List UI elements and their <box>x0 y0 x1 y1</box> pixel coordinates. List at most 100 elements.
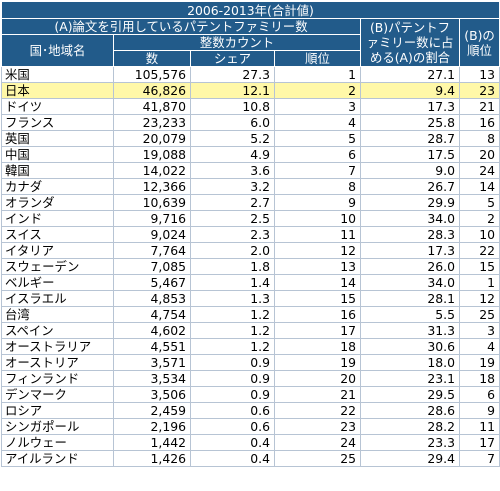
cell-rank: 17 <box>274 322 361 339</box>
cell-rank-b: 22 <box>459 242 500 259</box>
cell-share: 6.0 <box>190 114 275 131</box>
cell-rank-b: 15 <box>459 258 500 275</box>
cell-rank-b: 19 <box>459 354 500 371</box>
cell-ratio: 26.0 <box>360 258 460 275</box>
cell-rank: 23 <box>274 418 361 435</box>
table-row: 英国 20,079 5.2 5 28.7 8 <box>1 130 500 147</box>
cell-count: 12,366 <box>113 178 191 195</box>
cell-ratio: 23.3 <box>360 434 460 451</box>
cell-rank: 12 <box>274 242 361 259</box>
cell-ratio: 34.0 <box>360 274 460 291</box>
cell-rank-b: 18 <box>459 370 500 387</box>
cell-rank: 7 <box>274 162 361 179</box>
cell-share: 0.9 <box>190 354 275 371</box>
cell-ratio: 29.4 <box>360 450 460 467</box>
cell-share: 0.6 <box>190 418 275 435</box>
table-row: 米国 105,576 27.3 1 27.1 13 <box>1 66 500 83</box>
cell-rank-b: 3 <box>459 322 500 339</box>
cell-country: 韓国 <box>1 162 114 179</box>
cell-country: デンマーク <box>1 386 114 403</box>
cell-ratio: 28.6 <box>360 402 460 419</box>
cell-country: スウェーデン <box>1 258 114 275</box>
table-row: フィンランド 3,534 0.9 20 23.1 18 <box>1 370 500 387</box>
cell-rank-b: 1 <box>459 274 500 291</box>
cell-ratio: 26.7 <box>360 178 460 195</box>
table-row: 韓国 14,022 3.6 7 9.0 24 <box>1 162 500 179</box>
cell-rank: 3 <box>274 98 361 115</box>
table-row: ロシア 2,459 0.6 22 28.6 9 <box>1 402 500 419</box>
table-row: 日本 46,826 12.1 2 9.4 23 <box>1 82 500 99</box>
cell-rank: 13 <box>274 258 361 275</box>
cell-country: 中国 <box>1 146 114 163</box>
cell-country: シンガポール <box>1 418 114 435</box>
cell-country: スイス <box>1 226 114 243</box>
cell-share: 12.1 <box>190 82 275 99</box>
cell-count: 3,534 <box>113 370 191 387</box>
cell-count: 46,826 <box>113 82 191 99</box>
cell-rank-b: 24 <box>459 162 500 179</box>
cell-count: 2,196 <box>113 418 191 435</box>
table-row: デンマーク 3,506 0.9 21 29.5 6 <box>1 386 500 403</box>
cell-country: オランダ <box>1 194 114 211</box>
cell-rank: 1 <box>274 66 361 83</box>
cell-rank: 20 <box>274 370 361 387</box>
cell-ratio: 18.0 <box>360 354 460 371</box>
cell-country: ドイツ <box>1 98 114 115</box>
cell-country: インド <box>1 210 114 227</box>
cell-rank-b: 21 <box>459 98 500 115</box>
cell-rank: 4 <box>274 114 361 131</box>
cell-share: 0.4 <box>190 450 275 467</box>
cell-count: 2,459 <box>113 402 191 419</box>
cell-share: 2.7 <box>190 194 275 211</box>
cell-count: 5,467 <box>113 274 191 291</box>
cell-count: 10,639 <box>113 194 191 211</box>
table-row: イスラエル 4,853 1.3 15 28.1 12 <box>1 290 500 307</box>
header-integer-count: 整数カウント <box>113 34 361 51</box>
header-count: 数 <box>113 50 191 67</box>
cell-count: 4,853 <box>113 290 191 307</box>
cell-rank: 18 <box>274 338 361 355</box>
table-row: スイス 9,024 2.3 11 28.3 10 <box>1 226 500 243</box>
cell-share: 1.2 <box>190 306 275 323</box>
cell-count: 1,426 <box>113 450 191 467</box>
cell-count: 7,085 <box>113 258 191 275</box>
table-row: ドイツ 41,870 10.8 3 17.3 21 <box>1 98 500 115</box>
cell-rank: 5 <box>274 130 361 147</box>
cell-count: 105,576 <box>113 66 191 83</box>
cell-rank-b: 5 <box>459 194 500 211</box>
cell-ratio: 27.1 <box>360 66 460 83</box>
cell-count: 4,602 <box>113 322 191 339</box>
cell-rank: 15 <box>274 290 361 307</box>
cell-country: ベルギー <box>1 274 114 291</box>
cell-share: 0.9 <box>190 370 275 387</box>
cell-ratio: 29.9 <box>360 194 460 211</box>
cell-rank: 8 <box>274 178 361 195</box>
cell-count: 1,442 <box>113 434 191 451</box>
cell-count: 7,764 <box>113 242 191 259</box>
cell-country: 台湾 <box>1 306 114 323</box>
cell-share: 1.2 <box>190 322 275 339</box>
cell-rank-b: 9 <box>459 402 500 419</box>
cell-rank-b: 13 <box>459 66 500 83</box>
table-row: 中国 19,088 4.9 6 17.5 20 <box>1 146 500 163</box>
cell-country: 日本 <box>1 82 114 99</box>
cell-country: イタリア <box>1 242 114 259</box>
cell-ratio: 28.1 <box>360 290 460 307</box>
cell-ratio: 28.2 <box>360 418 460 435</box>
table-row: オーストリア 3,571 0.9 19 18.0 19 <box>1 354 500 371</box>
cell-count: 3,571 <box>113 354 191 371</box>
cell-ratio: 9.4 <box>360 82 460 99</box>
cell-country: スペイン <box>1 322 114 339</box>
cell-rank: 22 <box>274 402 361 419</box>
cell-rank: 14 <box>274 274 361 291</box>
cell-country: フランス <box>1 114 114 131</box>
cell-rank: 19 <box>274 354 361 371</box>
table-row: スウェーデン 7,085 1.8 13 26.0 15 <box>1 258 500 275</box>
cell-country: 英国 <box>1 130 114 147</box>
table-row: オランダ 10,639 2.7 9 29.9 5 <box>1 194 500 211</box>
cell-ratio: 9.0 <box>360 162 460 179</box>
stats-table-container: 2006-2013年(合計値) (A)論文を引用しているパテントファミリー数 (… <box>0 1 500 467</box>
table-row: ノルウェー 1,442 0.4 24 23.3 17 <box>1 434 500 451</box>
table-body: 米国 105,576 27.3 1 27.1 13 日本 46,826 12.1 2 9.4 23 ドイ… <box>1 66 500 467</box>
cell-country: オーストリア <box>1 354 114 371</box>
